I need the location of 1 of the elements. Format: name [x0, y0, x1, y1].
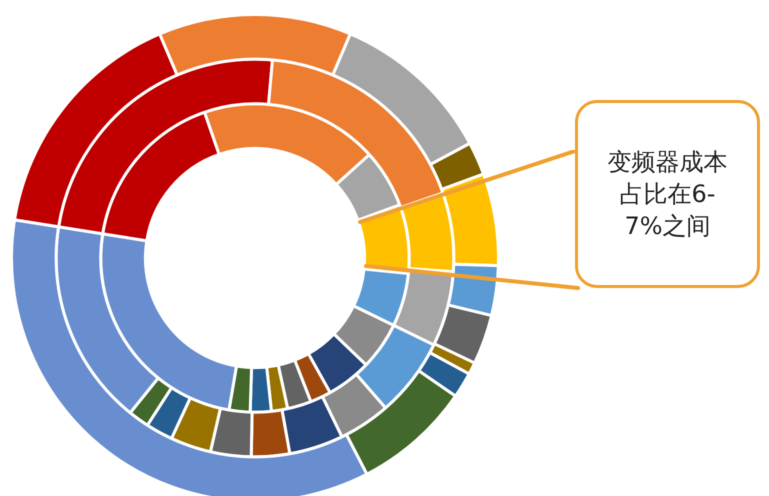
text: 变频器成本占比在6-7%之间: [606, 147, 728, 242]
